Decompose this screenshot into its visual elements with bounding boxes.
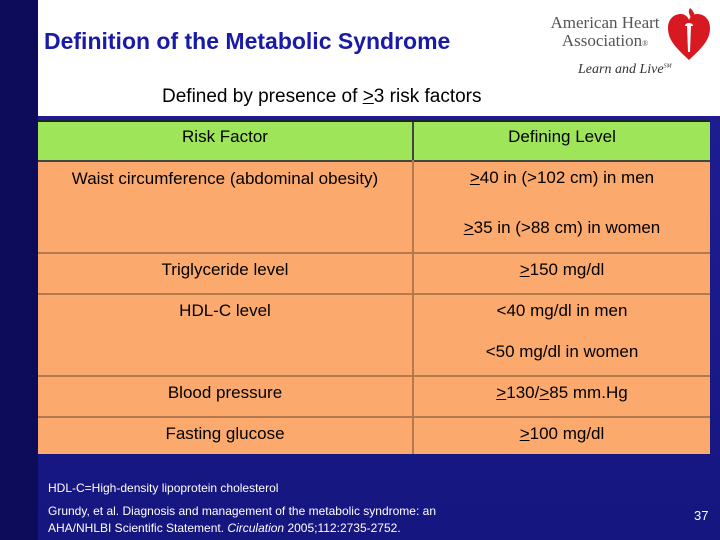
row-hdl-level-men: <40 mg/dl in men: [496, 301, 628, 320]
row-hdl-level-women: <50 mg/dl in women: [485, 342, 639, 361]
row-triglyceride-factor: Triglyceride level: [161, 260, 289, 279]
row-bp-level: >130/>85 mm.Hg: [496, 383, 628, 402]
row-divider: [38, 252, 710, 254]
row-bp-factor: Blood pressure: [167, 383, 283, 402]
risk-factor-table: Risk Factor Defining Level Waist circumf…: [38, 120, 710, 454]
row-waist-level-women: >35 in (>88 cm) in women: [463, 218, 661, 237]
table-header-row: [38, 122, 710, 162]
row-waist-factor: Waist circumference (abdominal obesity): [71, 169, 379, 188]
header-defining-level: Defining Level: [508, 127, 616, 146]
page-number: 37: [694, 508, 709, 523]
column-divider: [412, 122, 414, 454]
row-divider: [38, 293, 710, 295]
heart-torch-icon: [668, 8, 710, 60]
row-divider: [38, 416, 710, 418]
footnote-reference: Grundy, et al. Diagnosis and management …: [48, 504, 436, 535]
logo-line2: Association®: [561, 31, 649, 50]
row-glucose-factor: Fasting glucose: [165, 424, 285, 443]
slide-title: Definition of the Metabolic Syndrome: [44, 28, 451, 54]
left-accent-bar: [0, 0, 38, 540]
logo-tagline: Learn and LiveSM: [578, 62, 672, 77]
row-waist-level-men: >40 in (>102 cm) in men: [469, 168, 655, 187]
row-divider: [38, 375, 710, 377]
header-column-divider: [412, 122, 414, 160]
row-glucose-level: >100 mg/dl: [519, 424, 605, 443]
aha-logo-text: American Heart Association®: [540, 14, 670, 53]
registered-mark: ®: [642, 39, 649, 48]
service-mark: SM: [663, 63, 672, 70]
footnote-abbreviation: HDL-C=High-density lipoprotein cholester…: [48, 481, 279, 495]
subtitle: Defined by presence of >3 risk factors: [162, 86, 482, 107]
row-hdl-factor: HDL-C level: [179, 301, 271, 320]
subtitle-band: [38, 84, 720, 116]
header-risk-factor: Risk Factor: [182, 127, 268, 146]
row-triglyceride-level: >150 mg/dl: [519, 260, 605, 279]
header-band: [38, 0, 720, 84]
logo-line1: American Heart: [550, 13, 660, 32]
